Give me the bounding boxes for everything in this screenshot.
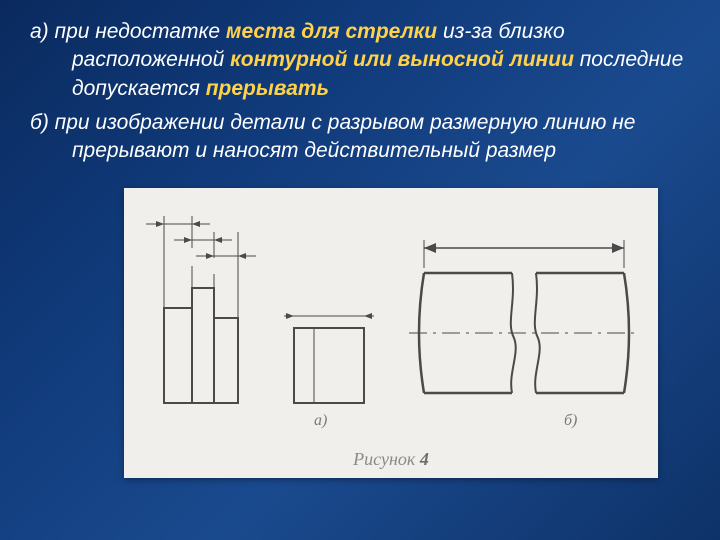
figure-container: а) б) Рисунок 4 bbox=[124, 188, 658, 478]
paragraph-a: а) при недостатке места для стрелки из-з… bbox=[30, 18, 690, 103]
paragraph-b: б) при изображении детали с разрывом раз… bbox=[30, 109, 690, 166]
emphasis-3: прерывать bbox=[206, 77, 329, 100]
caption-number: 4 bbox=[420, 449, 429, 469]
emphasis-2: контурной или выносной линии bbox=[230, 48, 574, 71]
technical-drawing bbox=[124, 188, 658, 438]
figure-caption: Рисунок 4 bbox=[124, 449, 658, 470]
text-a-prefix: а) при недостатке bbox=[30, 20, 226, 43]
figure-label-b: б) bbox=[564, 412, 577, 430]
figure-label-a: а) bbox=[314, 412, 327, 430]
emphasis-1: места для стрелки bbox=[226, 20, 437, 43]
caption-word: Рисунок bbox=[353, 449, 420, 469]
